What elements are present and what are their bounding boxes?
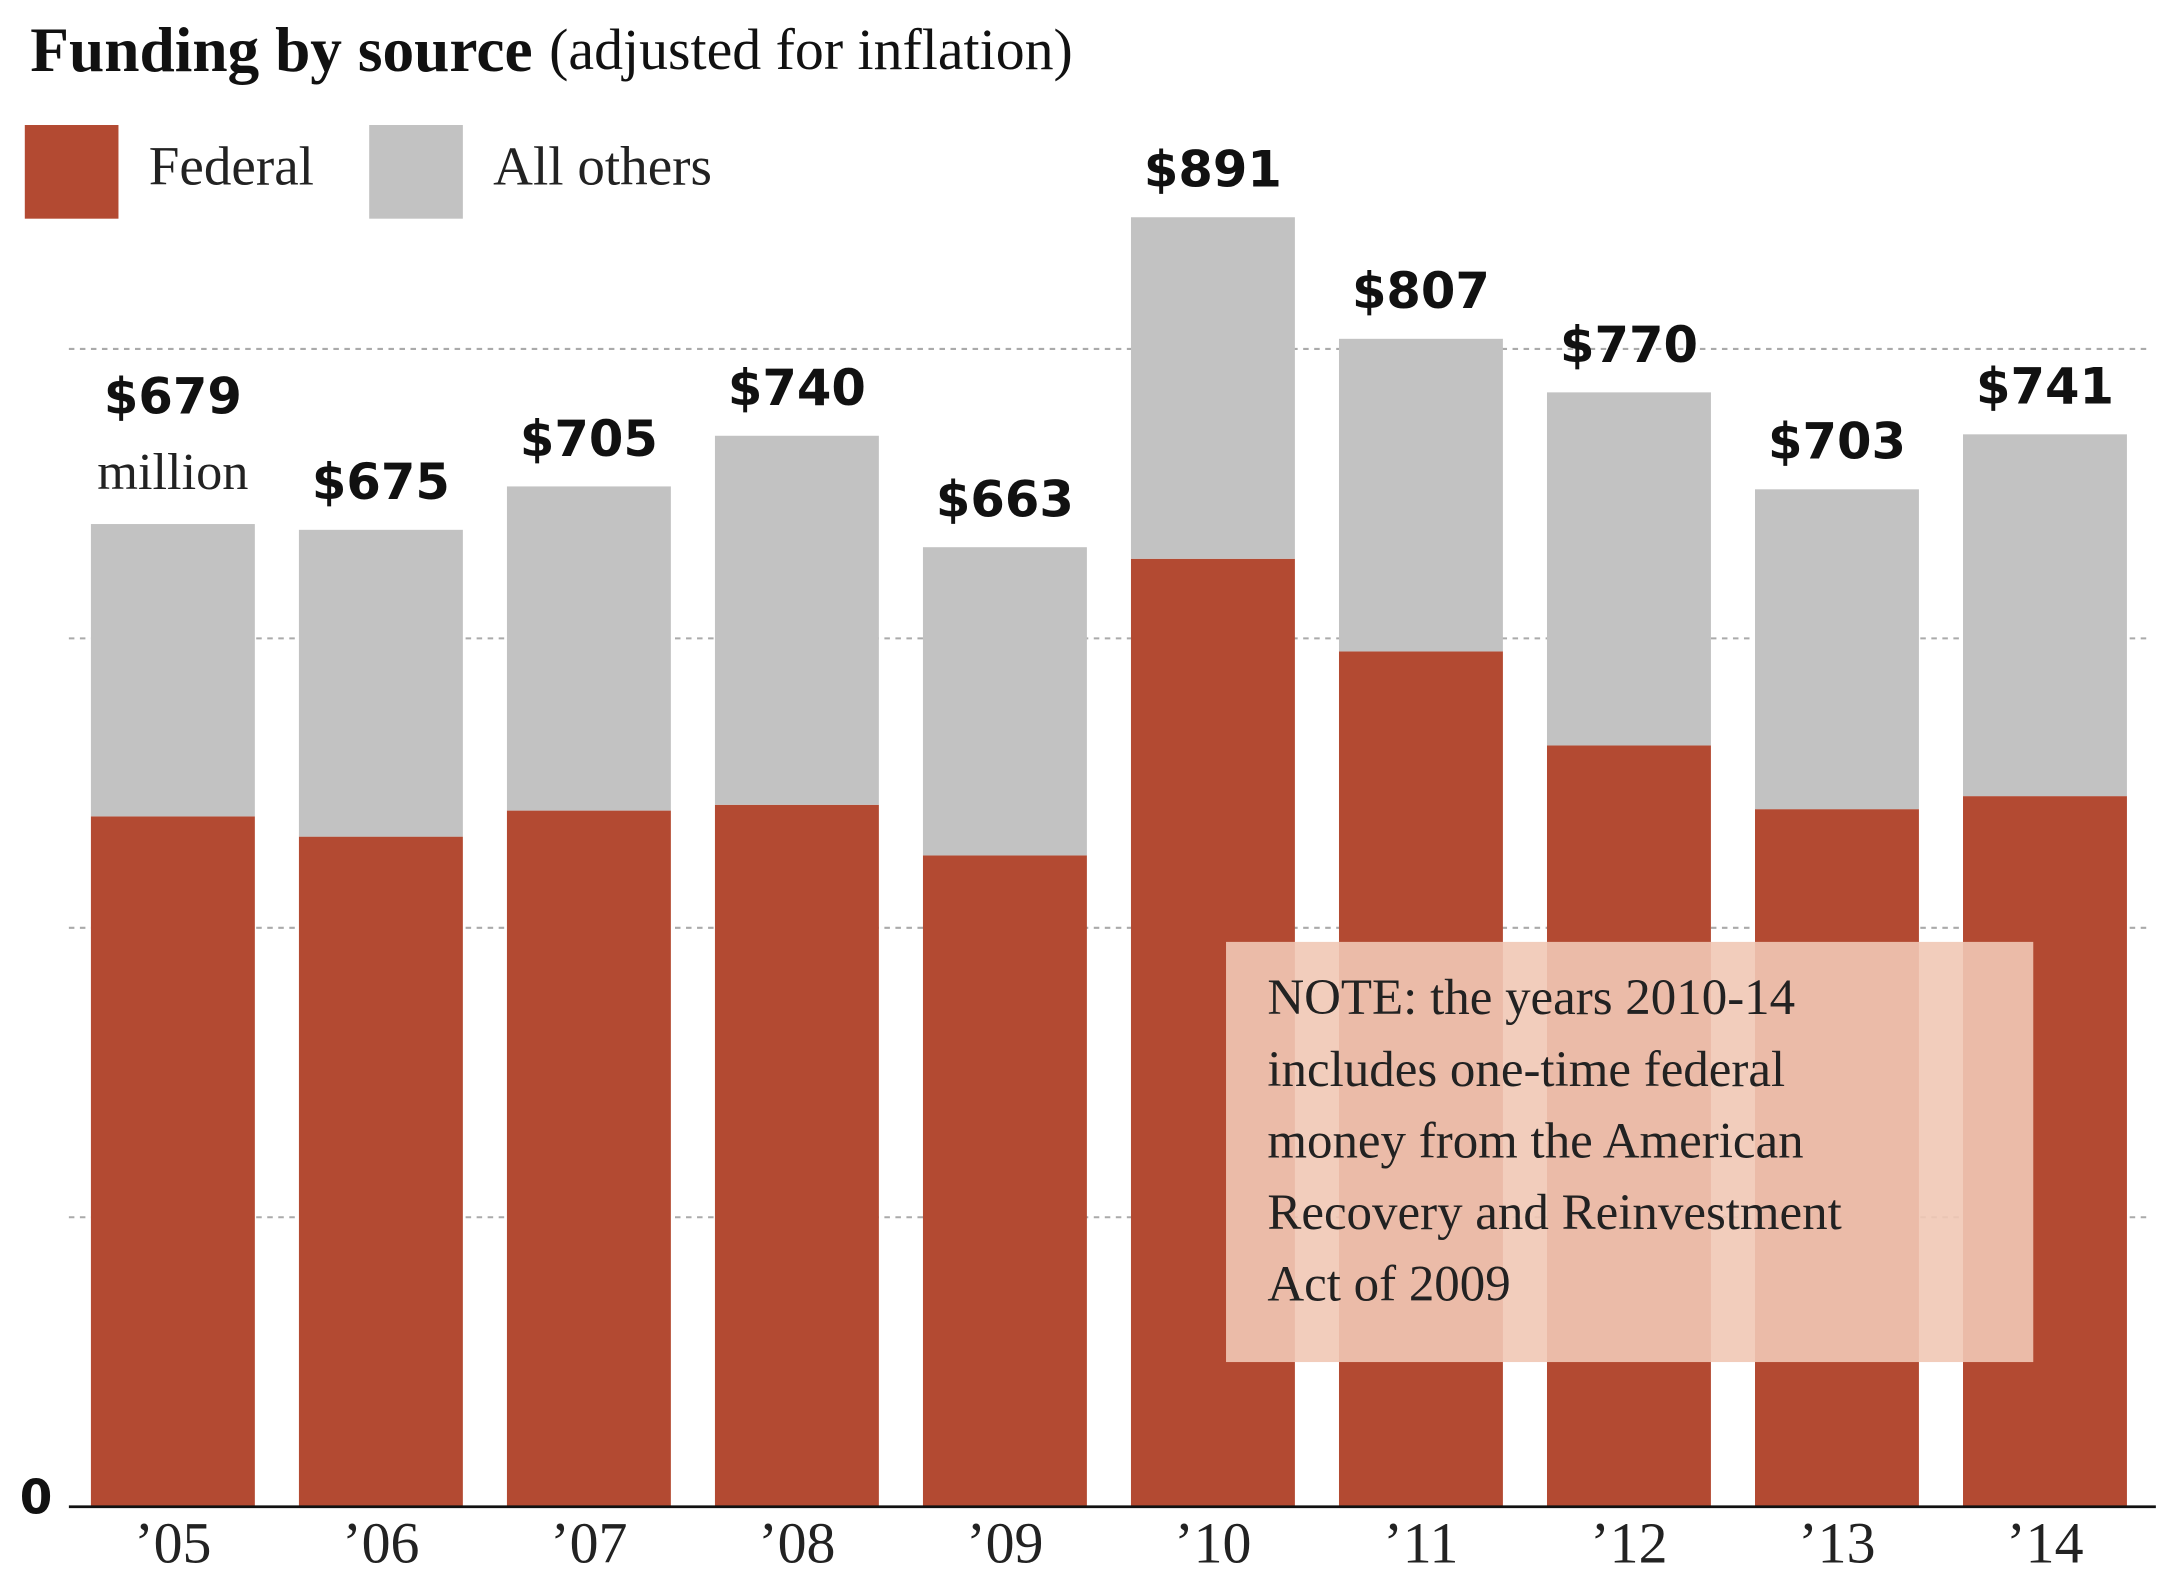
x-tick-label: ’13 [1798, 1511, 1875, 1576]
bar-segment [298, 836, 463, 1507]
x-tick-label: ’08 [758, 1511, 835, 1576]
legend-label: Federal [149, 135, 314, 196]
total-label: $740 [728, 359, 866, 417]
x-tick-label: ’14 [2006, 1511, 2083, 1576]
total-label: $663 [936, 471, 1074, 529]
bar-segment [1755, 489, 1919, 810]
note-text: money from the American [1267, 1113, 1803, 1169]
bar-segment [714, 804, 879, 1507]
bar-segment [714, 435, 879, 805]
x-tick-label: ’09 [966, 1511, 1043, 1576]
subtitle: (adjusted for inflation) [549, 17, 1073, 82]
total-label: $705 [520, 410, 658, 468]
title: Funding by source [30, 15, 532, 85]
x-tick-label: ’07 [550, 1511, 627, 1576]
bar-segment [1963, 434, 2127, 797]
y-tick-label: 0 [20, 1472, 53, 1526]
bar-segment [298, 529, 463, 837]
total-label: $679 [104, 368, 242, 426]
legend-label: All others [493, 135, 712, 196]
note-box [1226, 941, 2034, 1363]
bar-segment [1130, 217, 1295, 559]
total-label: $770 [1560, 316, 1698, 374]
note-text: Recovery and Reinvestment [1267, 1185, 1841, 1241]
bar-segment [922, 855, 1087, 1507]
total-label: $807 [1352, 262, 1490, 320]
unit-label: million [97, 443, 248, 501]
x-tick-label: ’06 [342, 1511, 419, 1576]
total-label: $741 [1976, 358, 2114, 416]
x-tick-label: ’12 [1590, 1511, 1667, 1576]
note-text: includes one-time federal [1267, 1042, 1785, 1098]
chart-title: Funding by source (adjusted for inflation… [30, 15, 1073, 85]
bar-segment [1546, 392, 1711, 746]
total-label: $703 [1768, 413, 1906, 471]
total-label: $675 [312, 453, 450, 511]
note-text: Act of 2009 [1267, 1257, 1510, 1313]
x-tick-label: ’10 [1174, 1511, 1251, 1576]
total-label: $891 [1144, 141, 1282, 199]
x-tick-label: ’05 [134, 1511, 211, 1576]
bar-segment [922, 547, 1087, 856]
bar-segment [90, 816, 255, 1507]
bar-segment [506, 486, 671, 811]
legend-swatch [369, 125, 463, 219]
note-text: NOTE: the years 2010-14 [1267, 970, 1795, 1026]
x-tick-label: ’11 [1383, 1511, 1458, 1576]
bar-segment [90, 524, 255, 817]
legend-swatch [24, 125, 119, 219]
bar-segment [506, 810, 671, 1507]
bar-segment [1338, 338, 1503, 652]
